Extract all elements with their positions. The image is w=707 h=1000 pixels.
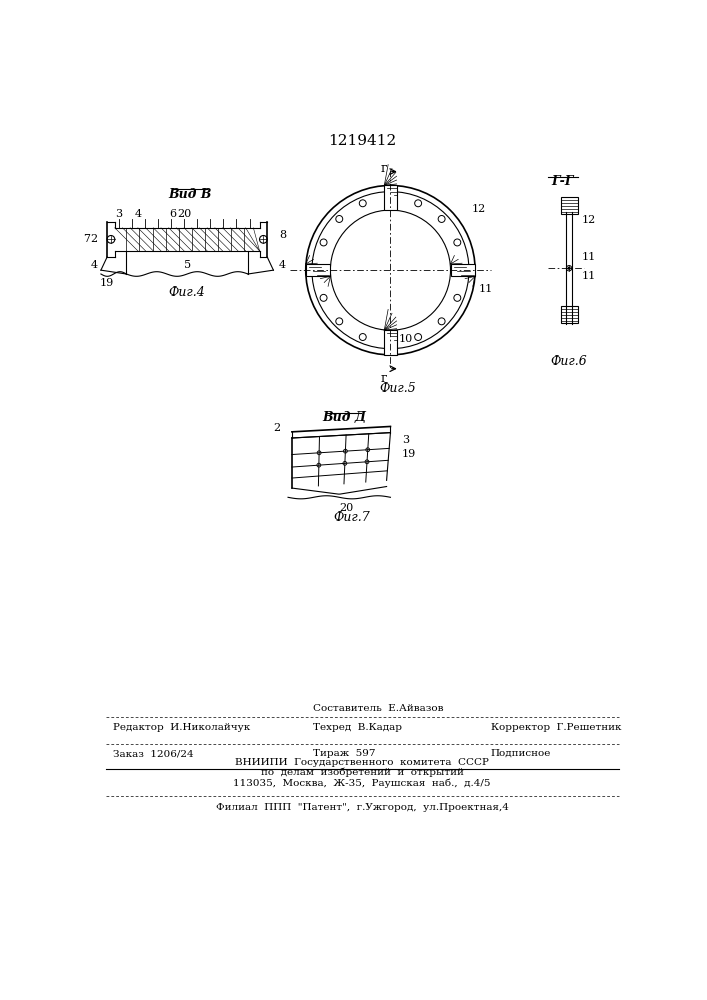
Text: 5: 5 [184, 260, 191, 270]
Text: Фиг.5: Фиг.5 [380, 382, 416, 395]
Text: 4: 4 [279, 260, 286, 270]
Text: 11: 11 [581, 252, 596, 262]
Text: 113035,  Москва,  Ж-35,  Раушская  наб.,  д.4/5: 113035, Москва, Ж-35, Раушская наб., д.4… [233, 778, 491, 788]
Text: Подписное: Подписное [491, 749, 551, 758]
Text: г: г [381, 162, 387, 175]
Text: Г-Г: Г-Г [551, 175, 574, 188]
Text: 2: 2 [90, 234, 98, 244]
Text: Тираж  597: Тираж 597 [313, 749, 376, 758]
Text: 4: 4 [134, 209, 141, 219]
Text: 4: 4 [90, 260, 98, 270]
Bar [385, 330, 397, 355]
Text: Редактор  И.Николайчук: Редактор И.Николайчук [113, 723, 250, 732]
Text: 6: 6 [169, 209, 176, 219]
Bar [561, 306, 578, 323]
Text: 1219412: 1219412 [328, 134, 396, 148]
Text: Фиг.7: Фиг.7 [334, 511, 370, 524]
Text: по  делам  изобретений  и  открытий: по делам изобретений и открытий [260, 768, 463, 777]
Bar [305, 264, 330, 276]
Text: г: г [381, 372, 387, 385]
Text: 20: 20 [339, 503, 354, 513]
Text: 3: 3 [115, 209, 122, 219]
Circle shape [568, 267, 570, 269]
Text: 8: 8 [279, 231, 286, 240]
Text: 3: 3 [402, 435, 409, 445]
Text: 20: 20 [177, 209, 191, 219]
Text: 19: 19 [402, 449, 416, 459]
Text: Фиг.6: Фиг.6 [551, 355, 588, 368]
Text: 11: 11 [479, 284, 493, 294]
Text: Составитель  Е.Айвазов: Составитель Е.Айвазов [313, 704, 444, 713]
Text: Вид В: Вид В [168, 188, 212, 201]
Text: Фиг.4: Фиг.4 [169, 286, 206, 299]
Text: Филиал  ППП  "Патент",  г.Ужгород,  ул.Проектная,4: Филиал ППП "Патент", г.Ужгород, ул.Проек… [216, 803, 508, 812]
Text: Заказ  1206/24: Заказ 1206/24 [113, 749, 194, 758]
Text: ВНИИПИ  Государственного  комитета  СССР: ВНИИПИ Государственного комитета СССР [235, 758, 489, 767]
Text: 12: 12 [472, 204, 486, 214]
Bar [450, 264, 475, 276]
Text: 10: 10 [398, 334, 412, 344]
Text: 11: 11 [581, 271, 596, 281]
Text: Вид Д: Вид Д [322, 411, 366, 424]
Text: 19: 19 [100, 278, 115, 288]
Text: Техред  В.Кадар: Техред В.Кадар [313, 723, 402, 732]
Bar [561, 197, 578, 214]
Text: 2: 2 [273, 423, 281, 433]
Text: Корректор  Г.Решетник: Корректор Г.Решетник [491, 723, 621, 732]
Bar [385, 185, 397, 210]
Text: 7: 7 [83, 234, 90, 244]
Text: 12: 12 [581, 215, 596, 225]
